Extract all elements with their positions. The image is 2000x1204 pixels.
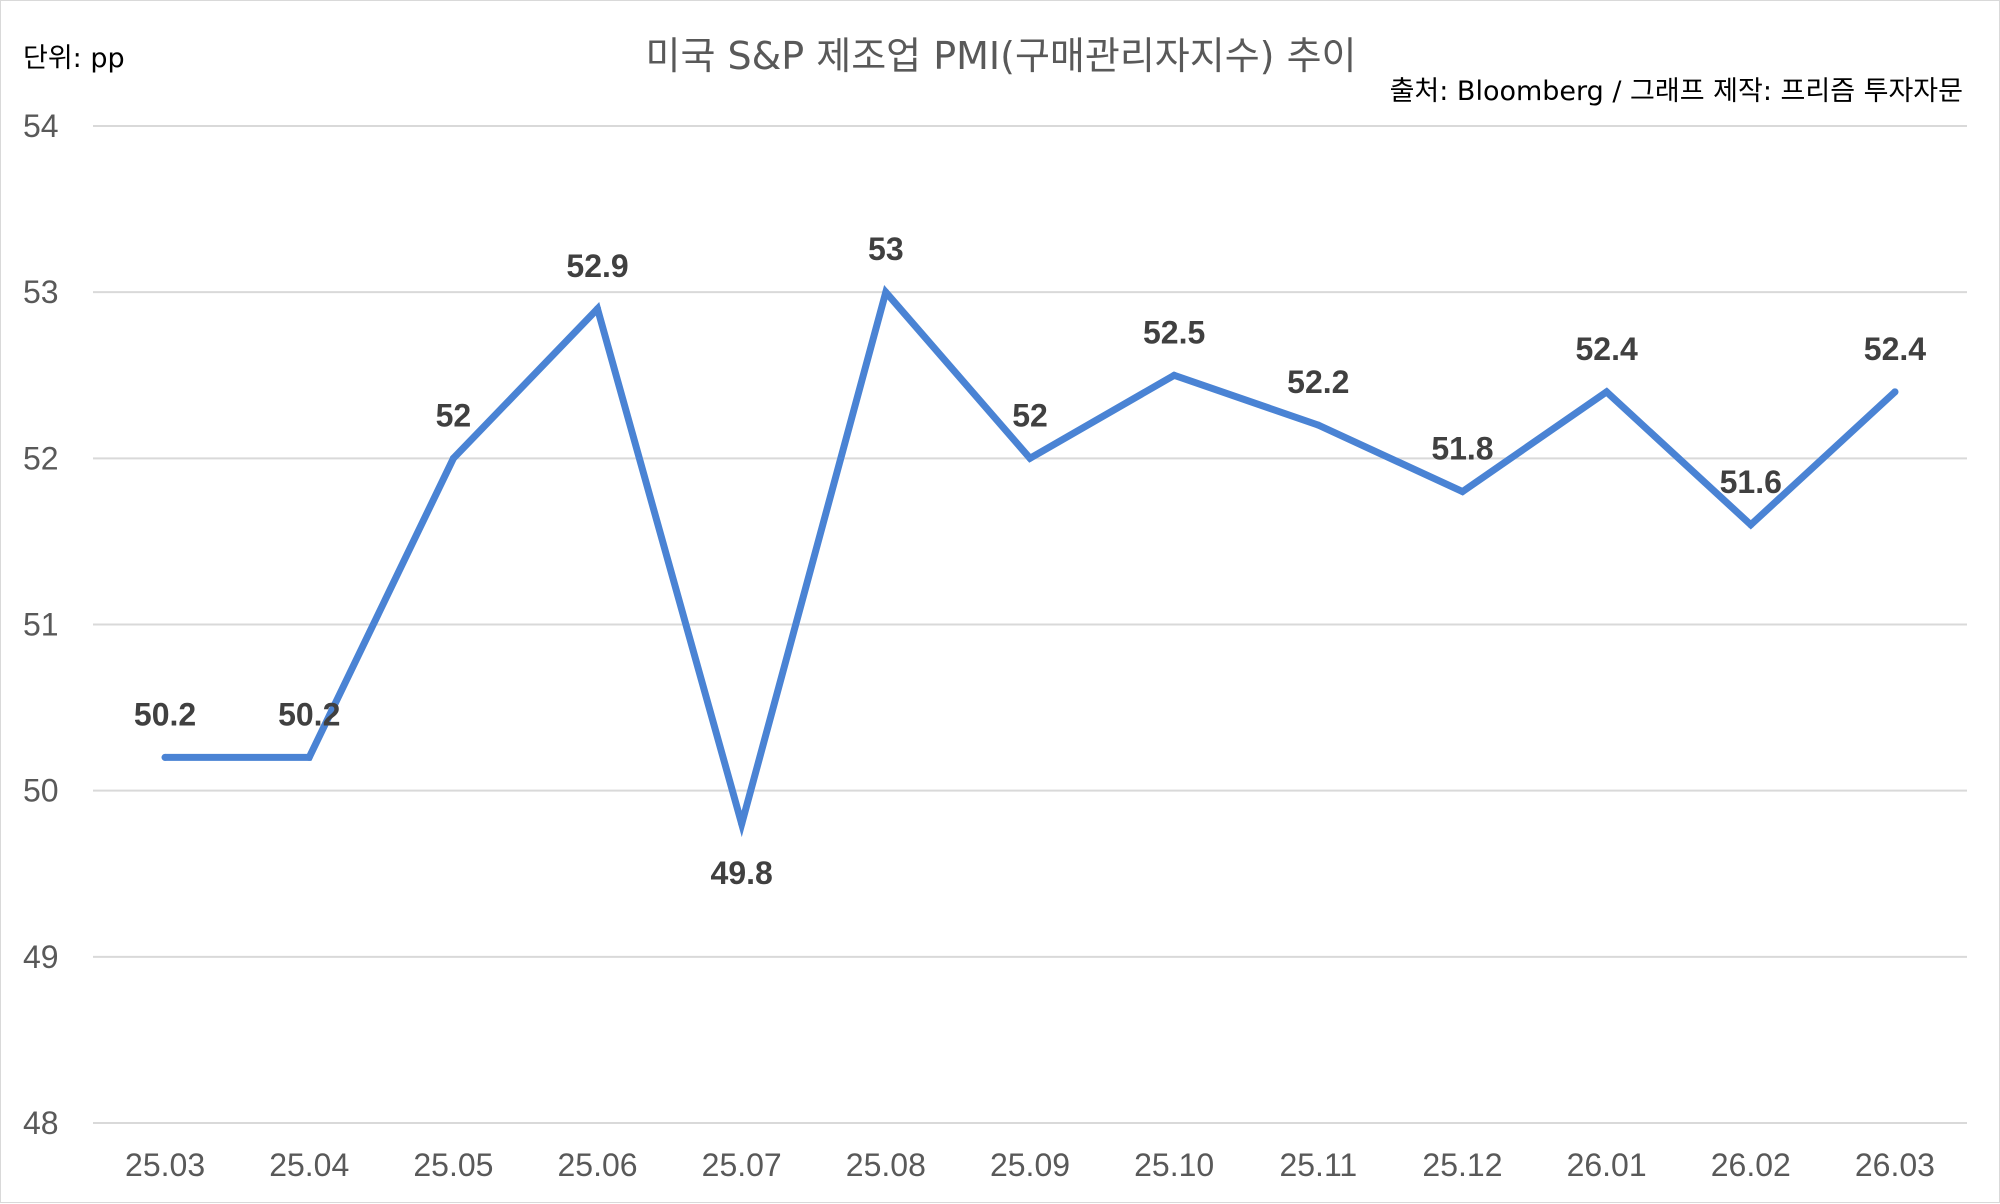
data-label: 51.8 (1431, 431, 1493, 467)
x-tick-label: 25.07 (702, 1147, 782, 1183)
data-label: 49.8 (711, 855, 773, 891)
y-tick-label: 51 (23, 607, 59, 643)
series-line (161, 284, 1899, 838)
data-point (594, 305, 602, 313)
data-label: 50.2 (278, 696, 340, 732)
data-point (1314, 421, 1322, 429)
data-point (1891, 388, 1899, 396)
series-layer (161, 284, 1899, 838)
data-label: 52.4 (1575, 331, 1637, 367)
data-point (1747, 521, 1755, 529)
data-labels: 50.2 50.2 52 52.9 49.8 53 52 52.5 52.2 51.8 52.4 51… (134, 231, 1926, 891)
data-label: 51.6 (1720, 464, 1782, 500)
data-label: 52.4 (1864, 331, 1926, 367)
y-tick-label: 52 (23, 440, 59, 476)
data-point (738, 820, 746, 828)
data-label: 52.5 (1143, 314, 1205, 350)
data-label: 53 (868, 231, 904, 267)
x-tick-label: 25.09 (990, 1147, 1070, 1183)
source-label: 출처: Bloomberg / 그래프 제작: 프리즘 투자자문 (1390, 76, 1963, 107)
x-axis-ticks: 25.03 25.04 25.05 25.06 25.07 25.08 25.09 25.10… (125, 1147, 1935, 1183)
x-tick-label: 25.03 (125, 1147, 205, 1183)
x-tick-label: 26.01 (1567, 1147, 1647, 1183)
x-tick-label: 25.05 (413, 1147, 493, 1183)
data-label: 52 (1012, 397, 1048, 433)
x-tick-label: 26.02 (1711, 1147, 1791, 1183)
y-tick-label: 49 (23, 939, 59, 975)
y-axis-ticks: 48 49 50 51 52 53 54 (23, 108, 59, 1141)
x-tick-label: 26.03 (1855, 1147, 1935, 1183)
x-tick-label: 25.06 (557, 1147, 637, 1183)
data-point (882, 288, 890, 296)
unit-label: 단위: pp (23, 43, 125, 74)
data-point (305, 753, 313, 761)
x-tick-label: 25.12 (1422, 1147, 1502, 1183)
data-point (1458, 488, 1466, 496)
x-tick-label: 25.11 (1279, 1147, 1357, 1183)
y-tick-label: 50 (23, 773, 59, 809)
chart-title: 미국 S&P 제조업 PMI(구매관리자지수) 추이 (646, 34, 1357, 78)
data-label: 52 (436, 397, 472, 433)
data-label: 52.9 (566, 248, 628, 284)
data-point (1603, 388, 1611, 396)
data-point (161, 753, 169, 761)
y-tick-label: 48 (23, 1105, 59, 1141)
data-label: 50.2 (134, 696, 196, 732)
y-tick-label: 54 (23, 108, 59, 144)
data-point (1170, 371, 1178, 379)
data-point (449, 454, 457, 462)
x-tick-label: 25.10 (1134, 1147, 1214, 1183)
data-label: 52.2 (1287, 364, 1349, 400)
x-tick-label: 25.04 (269, 1147, 349, 1183)
data-point (1026, 454, 1034, 462)
x-tick-label: 25.08 (846, 1147, 926, 1183)
y-tick-label: 53 (23, 274, 59, 310)
